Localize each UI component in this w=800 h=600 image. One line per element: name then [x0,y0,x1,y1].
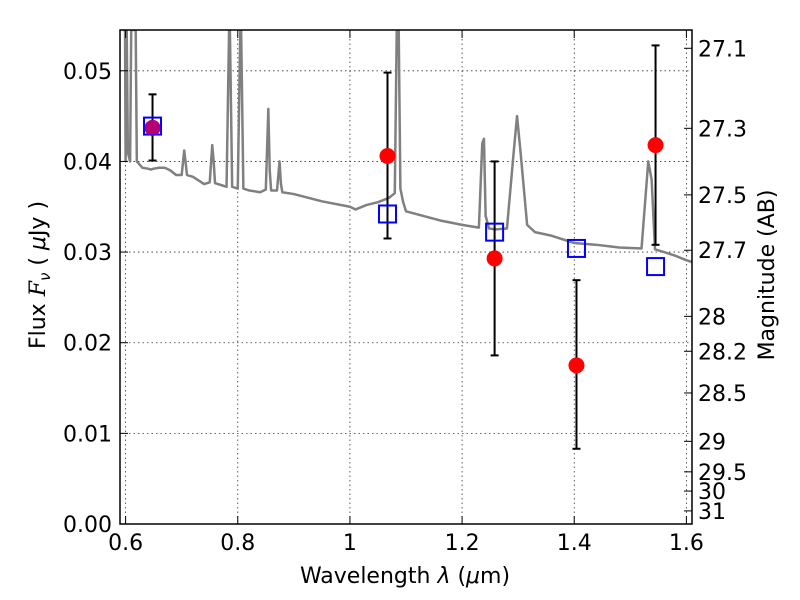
y-axis-label: Flux Fν ( μJy ) [26,201,54,349]
magnitude-tick-label: 29 [698,430,726,455]
model-sed-curve [122,30,692,264]
x-axis-label-mu: μ [465,564,480,589]
grid-lines [120,30,692,525]
magnitude-tick-label: 27.3 [698,117,747,142]
magnitude-tick-label: 31 [698,500,726,525]
magnitude-tick-label: 27.7 [698,239,747,264]
marker-layer [143,116,666,374]
magnitude-tick-label: 28 [698,305,726,330]
x-axis-label: Wavelength λ (μm) [300,564,510,589]
plot-frame [119,29,693,525]
model-photometry-square [646,257,666,277]
y-axis-label-mu: μ [26,236,51,251]
x-tick-label: 1 [343,531,357,556]
model-photometry-square [377,204,397,224]
magnitude-tick-label: 28.5 [698,382,747,407]
x-tick-label: 0.6 [108,531,143,556]
magnitude-tick-label: 30 [698,480,726,505]
x-axis-label-mid: ( [450,564,466,589]
y-tick-label: 0.05 [63,60,112,85]
magnitude-tick-label: 29.5 [698,461,747,486]
magnitude-tick-label: 28.2 [698,340,747,365]
observed-flux-point [647,137,664,154]
y-axis-label-unit: Jy ) [26,201,51,238]
model-photometry-square [485,222,505,242]
model-photometry-square [566,238,586,258]
magnitude-tick-label: 27.1 [698,37,747,62]
magnitude-tick-label: 27.5 [698,184,747,209]
y-axis-label-mid: ( [26,250,51,273]
y-tick-label: 0.01 [63,422,112,447]
y-axis-label-pre: Flux [26,296,51,349]
y-tick-label: 0.00 [63,513,112,538]
x-tick-label: 1.4 [557,531,592,556]
observed-flux-point [568,357,585,374]
x-tick-label: 0.8 [220,531,255,556]
x-tick-label: 1.2 [445,531,480,556]
model-sed-layer [122,30,692,264]
tick-layer: 0.6 0.8 1 1.2 1.4 1.6 0.00 0.01 0.02 0.03 0.04 0.05… [63,30,747,556]
x-tick-label: 1.6 [669,531,704,556]
observed-flux-point [486,250,503,267]
x-axis-label-unit: m) [480,564,510,589]
x-axis-label-pre: Wavelength [300,564,438,589]
y-tick-label: 0.02 [63,332,112,357]
x-axis-label-lambda: λ [436,564,450,589]
y-axis-label-sub: ν [36,273,54,281]
observed-flux-point [379,147,396,164]
y-axis-label-symbol: F [26,280,51,297]
y-tick-label: 0.03 [63,241,112,266]
y-tick-label: 0.04 [63,150,112,175]
errorbar-layer [148,44,660,450]
magnitude-axis-label: Magnitude (AB) [755,190,780,361]
overlap-point-tint [144,119,161,136]
